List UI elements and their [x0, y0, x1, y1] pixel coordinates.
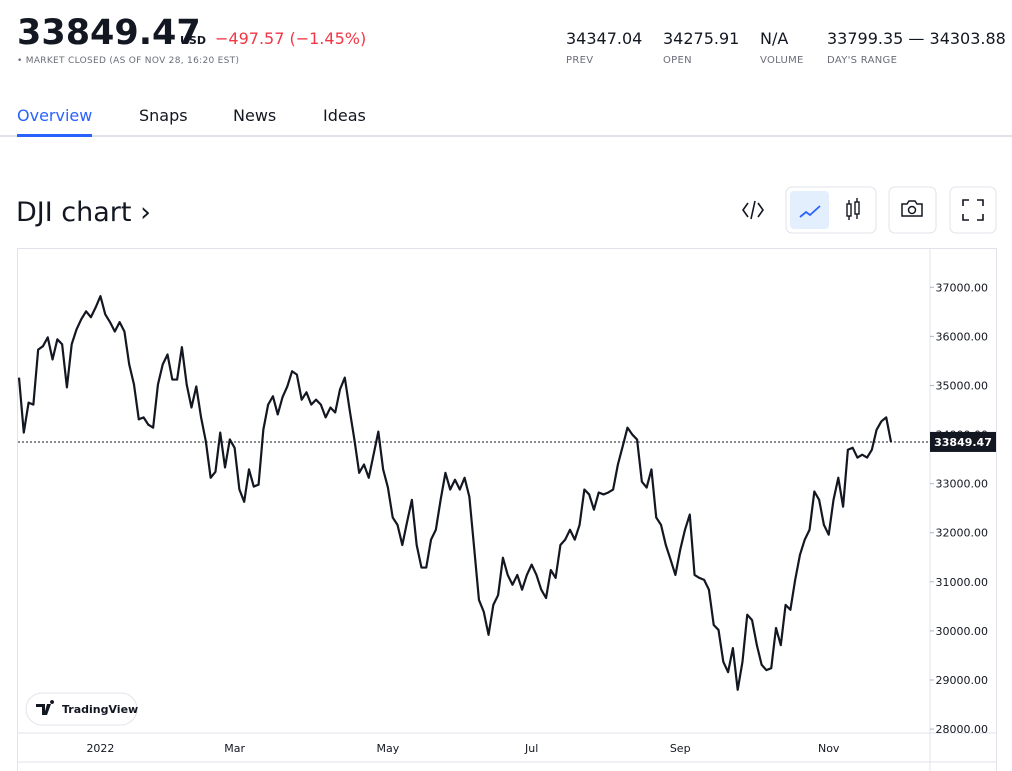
- stat-value: 33799.35 — 34303.88: [827, 29, 1006, 48]
- price: 33849.47: [17, 13, 201, 53]
- tab-divider: [0, 135, 1012, 137]
- y-tick-label: 30000.00: [936, 625, 989, 638]
- embed-button[interactable]: [742, 200, 764, 220]
- x-tick-label: May: [377, 742, 400, 755]
- section-title[interactable]: DJI chart ›: [16, 197, 151, 228]
- x-tick-label: Mar: [224, 742, 245, 755]
- stat-label: OPEN: [663, 55, 692, 66]
- x-tick-label: 2022: [86, 742, 114, 755]
- market-status: • MARKET CLOSED (AS OF NOV 28, 16:20 EST…: [17, 56, 239, 66]
- stat-label: VOLUME: [760, 55, 804, 66]
- y-tick-label: 33000.00: [936, 478, 989, 491]
- snapshot-button[interactable]: [888, 186, 937, 234]
- tab[interactable]: Ideas: [323, 106, 366, 125]
- price-line: [17, 295, 893, 691]
- plot: 28000.00 29000.00 30000.00 31000.00 32000.00…: [17, 281, 996, 755]
- chart-frame: [17, 248, 997, 771]
- y-tick-label: 31000.00: [936, 576, 989, 589]
- line-button[interactable]: [790, 191, 829, 229]
- tab-underline: [17, 134, 92, 137]
- stat-value: 34347.04: [566, 29, 642, 48]
- y-tick-label: 35000.00: [936, 379, 989, 392]
- chart-type-toggle: [785, 186, 877, 234]
- y-tick-label: 36000.00: [936, 330, 989, 343]
- line-icon: [799, 205, 821, 218]
- tab[interactable]: Snaps: [139, 106, 188, 125]
- currency: USD: [180, 34, 206, 47]
- tab[interactable]: Overview: [17, 106, 92, 125]
- last-price-tag: [930, 431, 996, 452]
- y-tick-label: 28000.00: [936, 723, 989, 736]
- tab[interactable]: News: [233, 106, 276, 125]
- x-tick-label: Sep: [670, 742, 691, 755]
- stat-value: N/A: [760, 29, 788, 48]
- stat-label: DAY'S RANGE: [827, 55, 897, 66]
- y-tick-label: 37000.00: [936, 281, 989, 294]
- y-tick-label: 32000.00: [936, 527, 989, 540]
- x-tick-label: Nov: [818, 742, 840, 755]
- price-change: −497.57 (−1.45%): [215, 29, 366, 48]
- watermark: TradingView: [62, 703, 138, 716]
- last-price-label: 33849.47: [934, 436, 992, 449]
- x-tick-label: Jul: [524, 742, 538, 755]
- fullscreen-icon: [962, 199, 984, 221]
- candle-button[interactable]: [846, 198, 860, 220]
- stat-label: PREV: [566, 55, 593, 66]
- fullscreen-button[interactable]: [949, 186, 997, 234]
- watermark-logo: [36, 700, 55, 715]
- camera-lens: [907, 205, 917, 215]
- stat-value: 34275.91: [663, 29, 739, 48]
- camera-icon: [901, 200, 923, 217]
- y-tick-label: 29000.00: [936, 674, 989, 687]
